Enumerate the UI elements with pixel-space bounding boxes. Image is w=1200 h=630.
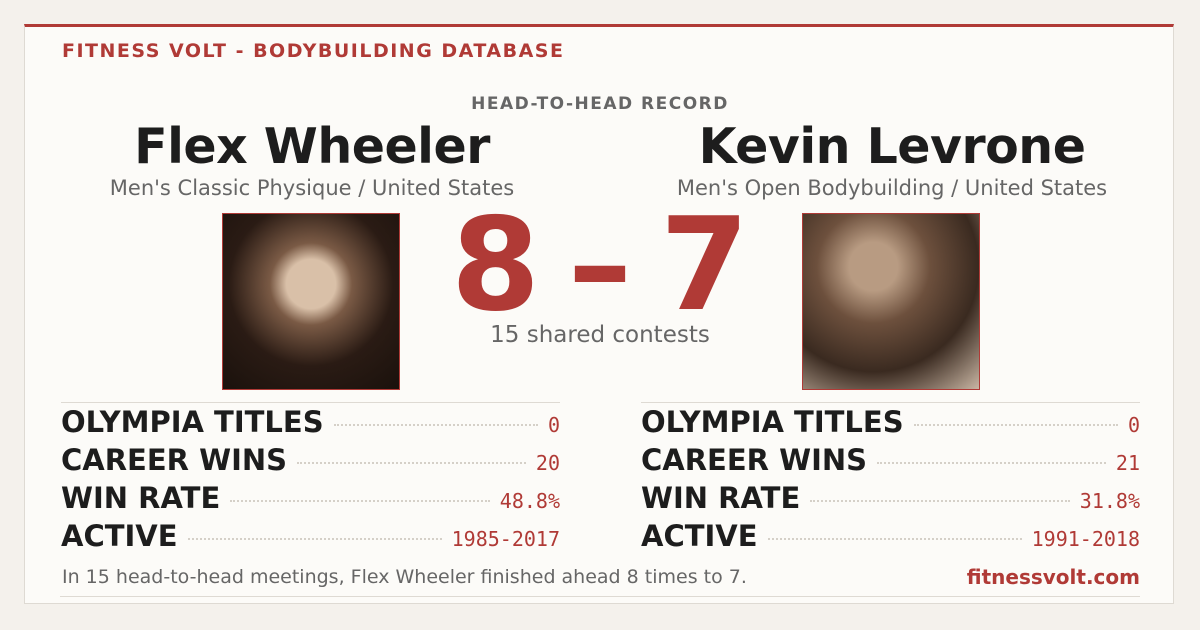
stat-label: WIN RATE [61, 481, 221, 515]
brand: FITNESS VOLT - BODYBUILDING DATABASE [62, 40, 565, 62]
athlete-photo [802, 213, 980, 390]
stats: OLYMPIA TITLES 0 CAREER WINS 21 WIN RATE 31.8… [641, 402, 1140, 555]
divider [60, 596, 1140, 597]
score-left: 8 [450, 191, 540, 340]
stat-label: WIN RATE [641, 481, 801, 515]
leader [333, 424, 538, 426]
stat-value: 1991-2018 [1031, 527, 1140, 551]
stat-value: 21 [1115, 451, 1140, 475]
leader [230, 500, 490, 502]
leader [877, 462, 1106, 464]
stats: OLYMPIA TITLES 0 CAREER WINS 20 WIN RATE 48.8… [61, 402, 560, 555]
stat-value: 0 [547, 413, 560, 437]
stat-label: ACTIVE [641, 519, 758, 553]
card [24, 24, 1174, 604]
stat-value: 48.8% [499, 489, 560, 513]
stat-row: OLYMPIA TITLES 0 [61, 403, 560, 441]
stat-value: 0 [1127, 413, 1140, 437]
stat-label: CAREER WINS [61, 443, 288, 477]
footer-summary: In 15 head-to-head meetings, Flex Wheele… [62, 566, 747, 588]
leader [913, 424, 1118, 426]
score: 8–7 [0, 196, 1200, 336]
leader [810, 500, 1070, 502]
stat-value: 31.8% [1079, 489, 1140, 513]
stat-value: 20 [535, 451, 560, 475]
athlete-division: Men's Open Bodybuilding / United States [676, 176, 1108, 200]
stat-label: CAREER WINS [641, 443, 868, 477]
score-caption: 15 shared contests [490, 322, 710, 348]
athlete-name: Flex Wheeler [134, 118, 490, 175]
stat-row: WIN RATE 31.8% [641, 479, 1140, 517]
athlete-photo [222, 213, 400, 390]
stat-value: 1985-2017 [451, 527, 560, 551]
stat-row: ACTIVE 1985-2017 [61, 517, 560, 555]
subtitle: HEAD-TO-HEAD RECORD [471, 94, 729, 114]
athlete-division: Men's Classic Physique / United States [109, 176, 515, 200]
stat-label: ACTIVE [61, 519, 178, 553]
footer-link[interactable]: fitnessvolt.com [966, 565, 1140, 589]
stat-label: OLYMPIA TITLES [61, 405, 324, 439]
score-right: 7 [660, 191, 750, 340]
score-separator: – [568, 191, 632, 340]
stat-label: OLYMPIA TITLES [641, 405, 904, 439]
athlete-name: Kevin Levrone [698, 118, 1086, 175]
stat-row: CAREER WINS 21 [641, 441, 1140, 479]
leader [187, 538, 442, 540]
leader [297, 462, 526, 464]
stat-row: OLYMPIA TITLES 0 [641, 403, 1140, 441]
leader [767, 538, 1022, 540]
stat-row: ACTIVE 1991-2018 [641, 517, 1140, 555]
stat-row: CAREER WINS 20 [61, 441, 560, 479]
stat-row: WIN RATE 48.8% [61, 479, 560, 517]
